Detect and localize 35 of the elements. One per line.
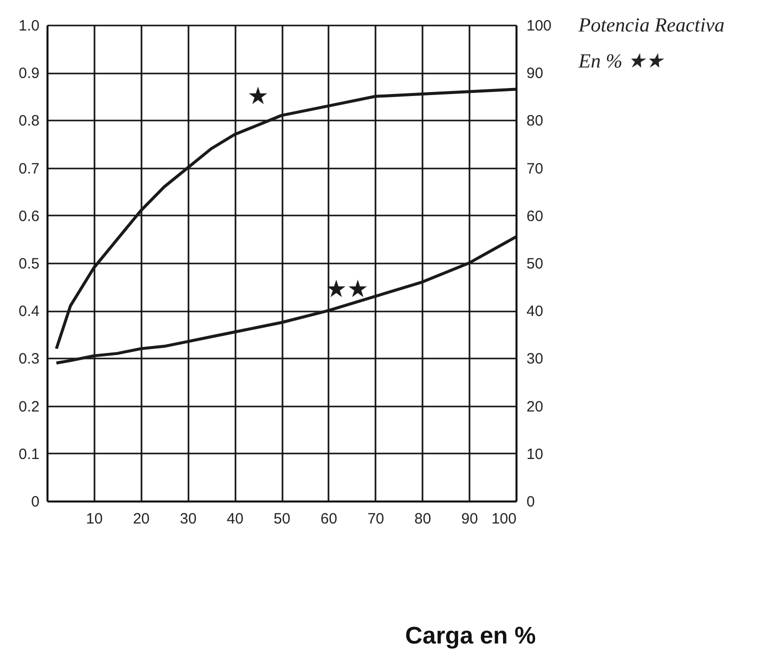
x-tick-label: 30: [180, 510, 197, 528]
y2-tick-label: 20: [526, 398, 544, 416]
y-tick-label: 0.2: [18, 398, 40, 416]
y-tick-label: 0.4: [18, 303, 40, 320]
y2-tick-label: 40: [526, 303, 544, 320]
y2-tick-label: 70: [526, 160, 544, 178]
y2-tick-label: 100: [526, 18, 552, 34]
y-tick-label: 0.3: [18, 350, 40, 368]
y-tick-label: 0.1: [18, 446, 40, 463]
y-tick-label: 0.9: [18, 65, 40, 82]
y2-tick-label: 90: [526, 65, 544, 82]
y-tick-label: 0.8: [18, 112, 40, 130]
x-tick-label: 70: [367, 510, 384, 528]
x-tick-label: 50: [274, 510, 290, 528]
x-tick-label: 20: [132, 510, 150, 528]
y-tick-label: 1.0: [18, 18, 40, 34]
y2-tick-label: 60: [526, 208, 544, 225]
x-tick-label: 100: [491, 510, 516, 528]
y2-tick-label: 50: [526, 256, 544, 272]
annotation: ★: [247, 82, 269, 110]
x-tick-label: 40: [226, 510, 244, 528]
y2-tick-label: 0: [526, 494, 535, 510]
x-tick-label: 10: [86, 510, 103, 528]
y-tick-label: 0.7: [18, 160, 40, 178]
y2-tick-label: 80: [526, 112, 544, 130]
y-tick-label: 0.6: [18, 208, 40, 225]
x-tick-label: 60: [320, 510, 338, 528]
x-tick-label: 90: [461, 510, 478, 528]
y-tick-label: 0.5: [18, 256, 40, 272]
y2-tick-label: 10: [526, 446, 544, 463]
x-axis-title: Carga en %: [405, 622, 536, 650]
x-tick-label: 80: [414, 510, 432, 528]
y2-axis-title: Potencia Reactiva En % ★★: [578, 14, 725, 72]
y2-tick-label: 30: [526, 350, 544, 368]
y-tick-label: 0: [31, 494, 40, 510]
